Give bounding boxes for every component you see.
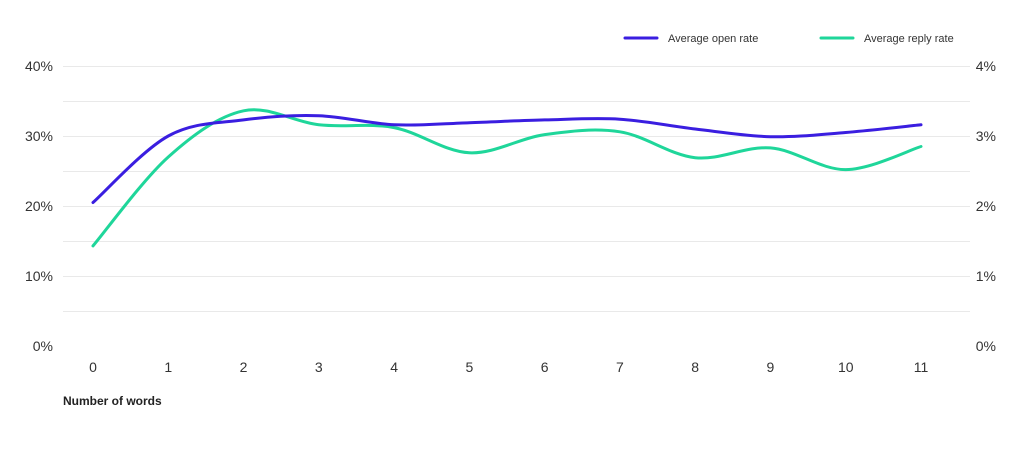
grid: [63, 66, 970, 312]
x-axis-tick-label: 5: [465, 359, 473, 375]
y-axis-tick-label-right: 2%: [976, 198, 996, 214]
x-axis-tick-label: 9: [767, 359, 775, 375]
legend-reply-rate: Average reply rate: [819, 33, 954, 45]
y-axis-tick-label-right: 4%: [976, 58, 996, 74]
y-axis-tick-label-left: 10%: [25, 268, 53, 284]
x-axis-tick-label: 2: [240, 359, 248, 375]
series: [91, 108, 923, 248]
x-axis-tick-label: 10: [838, 359, 854, 375]
y-axis-tick-label-left: 0%: [33, 338, 53, 354]
x-axis-tick-label: 1: [164, 359, 172, 375]
y-axis-tick-label-right: 1%: [976, 268, 996, 284]
legend-label: Average reply rate: [864, 33, 954, 45]
y-axis-tick-label-left: 30%: [25, 128, 53, 144]
y-axis-tick-label-left: 40%: [25, 58, 53, 74]
y-axis-tick-label-right: 0%: [976, 338, 996, 354]
axes: 0% 10% 20% 30% 40% 0% 1% 2% 3% 4% 0 1 2 3 4 5 6 7 8 9 10 11: [25, 58, 996, 375]
y-axis-tick-label-left: 20%: [25, 198, 53, 214]
x-axis-tick-label: 7: [616, 359, 624, 375]
legend-open-rate: Average open rate: [623, 33, 758, 45]
x-axis-tick-label: 8: [691, 359, 699, 375]
x-axis-label: Number of words: [63, 394, 162, 408]
legend-label: Average open rate: [668, 33, 758, 45]
y-axis-tick-label-right: 3%: [976, 128, 996, 144]
legend: Average open rate Average reply rate: [623, 33, 954, 45]
open-rate-line: [91, 114, 923, 204]
reply-rate-line: [91, 108, 923, 248]
x-axis-tick-label: 0: [89, 359, 97, 375]
x-axis-tick-label: 6: [541, 359, 549, 375]
x-axis-tick-label: 11: [914, 359, 929, 375]
x-axis-tick-label: 3: [315, 359, 323, 375]
x-axis-tick-label: 4: [390, 359, 398, 375]
